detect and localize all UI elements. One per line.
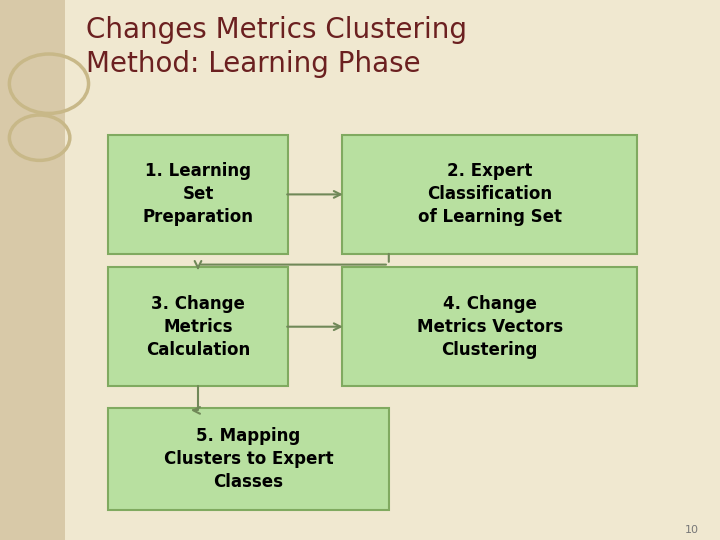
Text: 2. Expert
Classification
of Learning Set: 2. Expert Classification of Learning Set [418,163,562,226]
FancyBboxPatch shape [0,0,65,540]
FancyBboxPatch shape [342,267,637,386]
FancyBboxPatch shape [342,135,637,254]
Text: 10: 10 [685,524,698,535]
Text: 3. Change
Metrics
Calculation: 3. Change Metrics Calculation [146,295,250,359]
Text: 1. Learning
Set
Preparation: 1. Learning Set Preparation [143,163,253,226]
FancyBboxPatch shape [108,267,288,386]
Text: 5. Mapping
Clusters to Expert
Classes: 5. Mapping Clusters to Expert Classes [163,427,333,491]
FancyBboxPatch shape [108,408,389,510]
Text: 4. Change
Metrics Vectors
Clustering: 4. Change Metrics Vectors Clustering [417,295,562,359]
Text: Changes Metrics Clustering
Method: Learning Phase: Changes Metrics Clustering Method: Learn… [86,16,467,78]
FancyBboxPatch shape [108,135,288,254]
